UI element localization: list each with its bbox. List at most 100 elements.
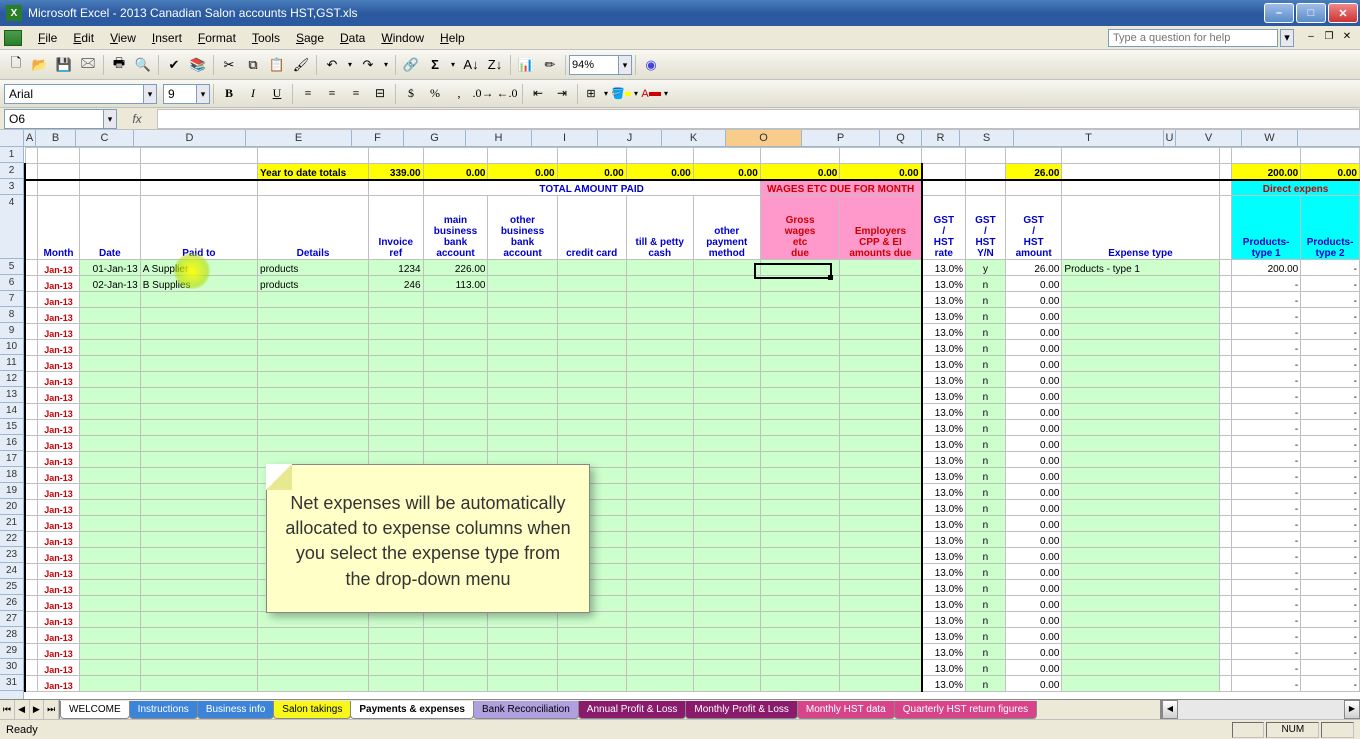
row-header-23[interactable]: 23 [0,547,23,563]
scroll-left-icon[interactable]: ◀ [1162,700,1178,719]
sheet-tab-monthly-hst-data[interactable]: Monthly HST data [797,701,895,719]
row-header-6[interactable]: 6 [0,275,23,291]
comma-icon[interactable]: , [448,83,470,105]
copy-icon[interactable]: ⧉ [242,54,264,76]
row-header-19[interactable]: 19 [0,483,23,499]
underline-button[interactable]: U [266,83,288,105]
col-header-O[interactable]: O [726,130,802,146]
col-header-P[interactable]: P [802,130,880,146]
row-header-29[interactable]: 29 [0,643,23,659]
autosum-icon[interactable]: Σ [424,54,446,76]
row-header-11[interactable]: 11 [0,355,23,371]
bold-button[interactable]: B [218,83,240,105]
row-header-17[interactable]: 17 [0,451,23,467]
tab-next-icon[interactable]: ▶ [30,700,45,719]
col-header-W[interactable]: W [1242,130,1298,146]
col-header-R[interactable]: R [922,130,960,146]
menu-insert[interactable]: Insert [144,29,190,47]
col-header-Q[interactable]: Q [880,130,922,146]
col-header-D[interactable]: D [134,130,246,146]
row-header-28[interactable]: 28 [0,627,23,643]
increase-indent-icon[interactable]: ⇥ [551,83,573,105]
sheet-tab-bank-reconciliation[interactable]: Bank Reconciliation [473,701,579,719]
row-header-18[interactable]: 18 [0,467,23,483]
sheet-tab-payments-expenses[interactable]: Payments & expenses [350,701,474,719]
col-header-F[interactable]: F [352,130,404,146]
wb-restore-icon[interactable]: ❐ [1321,31,1337,45]
menu-format[interactable]: Format [190,29,244,47]
col-header-J[interactable]: J [598,130,662,146]
research-icon[interactable]: 📚 [187,54,209,76]
hyperlink-icon[interactable]: 🔗 [400,54,422,76]
print-icon[interactable]: 🖶 [108,54,130,76]
tab-first-icon[interactable]: ⏮ [0,700,15,719]
row-header-16[interactable]: 16 [0,435,23,451]
row-header-14[interactable]: 14 [0,403,23,419]
col-header-G[interactable]: G [404,130,466,146]
sheet-tab-annual-profit-loss[interactable]: Annual Profit & Loss [578,701,687,719]
chart-icon[interactable]: 📊 [515,54,537,76]
col-header-B[interactable]: B [36,130,76,146]
percent-icon[interactable]: % [424,83,446,105]
format-painter-icon[interactable]: 🖌 [290,54,312,76]
row-header-26[interactable]: 26 [0,595,23,611]
size-dropdown-icon[interactable]: ▾ [196,84,210,104]
row-header-27[interactable]: 27 [0,611,23,627]
row-header-8[interactable]: 8 [0,307,23,323]
cut-icon[interactable]: ✂ [218,54,240,76]
menu-edit[interactable]: Edit [65,29,102,47]
autosum-dropdown-icon[interactable]: ▾ [448,54,458,76]
row-header-24[interactable]: 24 [0,563,23,579]
row-header-3[interactable]: 3 [0,179,23,195]
col-header-K[interactable]: K [662,130,726,146]
paste-icon[interactable]: 📋 [266,54,288,76]
increase-decimal-icon[interactable]: .0→ [472,83,494,105]
merge-center-icon[interactable]: ⊟ [369,83,391,105]
horizontal-scrollbar[interactable]: ◀ ▶ [1160,700,1360,719]
row-header-25[interactable]: 25 [0,579,23,595]
sort-desc-icon[interactable]: Z↓ [484,54,506,76]
sheet-tab-monthly-profit-loss[interactable]: Monthly Profit & Loss [685,701,797,719]
menu-window[interactable]: Window [373,29,432,47]
new-icon[interactable]: 🗋 [5,54,27,76]
row-header-9[interactable]: 9 [0,323,23,339]
tab-last-icon[interactable]: ⏭ [44,700,59,719]
menu-view[interactable]: View [102,29,144,47]
col-header-I[interactable]: I [532,130,598,146]
row-header-20[interactable]: 20 [0,499,23,515]
maximize-button[interactable]: □ [1296,3,1326,23]
close-button[interactable]: ✕ [1328,3,1358,23]
currency-icon[interactable]: $ [400,83,422,105]
font-name-input[interactable]: Arial [4,84,144,104]
undo-dropdown-icon[interactable]: ▾ [345,54,355,76]
col-header-S[interactable]: S [960,130,1014,146]
help-input[interactable] [1108,29,1278,47]
row-header-12[interactable]: 12 [0,371,23,387]
sheet-tab-salon-takings[interactable]: Salon takings [273,701,351,719]
col-header-H[interactable]: H [466,130,532,146]
sort-asc-icon[interactable]: A↓ [460,54,482,76]
save-icon[interactable]: 💾 [53,54,75,76]
align-right-icon[interactable]: ≡ [345,83,367,105]
menu-file[interactable]: File [30,29,65,47]
print-preview-icon[interactable]: 🔍 [132,54,154,76]
row-header-5[interactable]: 5 [0,259,23,275]
decrease-decimal-icon[interactable]: ←.0 [496,83,518,105]
menu-help[interactable]: Help [432,29,473,47]
formula-input[interactable] [157,109,1360,129]
zoom-input[interactable]: 94% [569,55,619,75]
name-box[interactable]: O6 [4,109,104,129]
sheet-tab-quarterly-hst-return-figures[interactable]: Quarterly HST return figures [894,701,1037,719]
row-header-4[interactable]: 4 [0,195,23,259]
menu-sage[interactable]: Sage [288,29,332,47]
borders-button[interactable]: ⊞▾ [581,83,611,105]
row-header-31[interactable]: 31 [0,675,23,691]
wb-close-icon[interactable]: ✕ [1339,31,1355,45]
sheet-tab-instructions[interactable]: Instructions [129,701,198,719]
sheet-tab-welcome[interactable]: WELCOME [60,701,130,719]
font-dropdown-icon[interactable]: ▾ [143,84,157,104]
row-header-15[interactable]: 15 [0,419,23,435]
decrease-indent-icon[interactable]: ⇤ [527,83,549,105]
drawing-icon[interactable]: ✏ [539,54,561,76]
name-box-dropdown-icon[interactable]: ▾ [103,109,117,129]
